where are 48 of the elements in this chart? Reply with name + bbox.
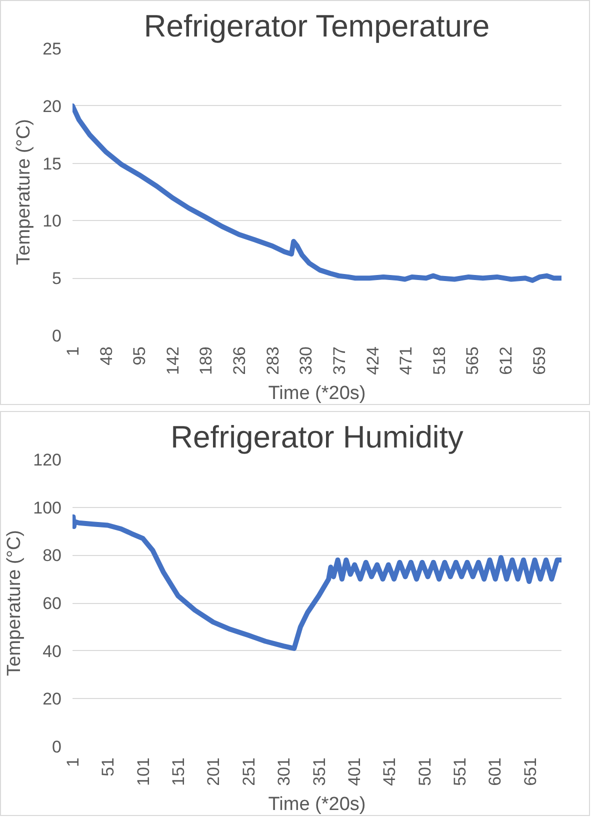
y-tick-label: 20 [42,96,62,116]
y-tick-label: 100 [33,498,62,518]
x-tick-label: 101 [134,757,153,786]
x-tick-label: 651 [520,757,540,786]
x-tick-label: 95 [130,346,150,366]
x-tick-label: 142 [163,346,182,375]
x-tick-label: 51 [98,757,118,776]
x-tick-label: 151 [169,757,188,786]
x-tick-label: 565 [463,346,482,375]
x-tick-label: 236 [230,346,250,375]
x-tick-label: 189 [196,346,216,375]
x-tick-label: 301 [274,757,294,786]
x-tick-label: 612 [496,346,516,375]
x-tick-label: 377 [330,346,349,375]
y-tick-label: 10 [42,212,62,231]
x-tick-label: 424 [363,346,382,375]
x-tick-label: 551 [450,757,470,786]
y-tick-label: 120 [33,450,62,470]
x-tick-label: 1 [64,757,82,767]
x-tick-label: 601 [486,757,505,786]
x-tick-label: 1 [64,346,82,356]
y-tick-label: 40 [42,642,62,661]
y-tick-label: 5 [52,269,62,288]
chart-title: Refrigerator Temperature [144,8,490,44]
chart-title: Refrigerator Humidity [170,420,464,454]
x-tick-label: 283 [263,346,282,375]
y-tick-label: 60 [42,594,62,613]
y-axis-title: Temperature (°C) [14,119,35,265]
x-tick-label: 471 [396,346,416,375]
x-tick-label: 518 [430,346,449,375]
y-tick-label: 0 [52,326,62,346]
y-tick-label: 0 [52,738,62,756]
x-tick-label: 48 [96,346,116,366]
y-tick-label: 80 [42,546,62,566]
x-tick-label: 351 [310,757,329,786]
x-tick-label: 330 [296,346,316,375]
y-tick-label: 15 [42,154,62,174]
y-tick-label: 25 [42,40,62,58]
y-tick-label: 20 [42,690,62,709]
x-axis-title: Time (*20s) [268,794,366,815]
y-axis-title: Temperature (°C) [4,530,26,676]
x-tick-label: 659 [530,346,549,375]
x-tick-label: 451 [380,757,400,786]
x-tick-label: 251 [239,757,258,786]
x-tick-label: 401 [344,757,364,786]
x-axis-title: Time (*20s) [268,382,366,404]
x-tick-label: 501 [415,757,434,786]
x-tick-label: 201 [204,757,224,786]
